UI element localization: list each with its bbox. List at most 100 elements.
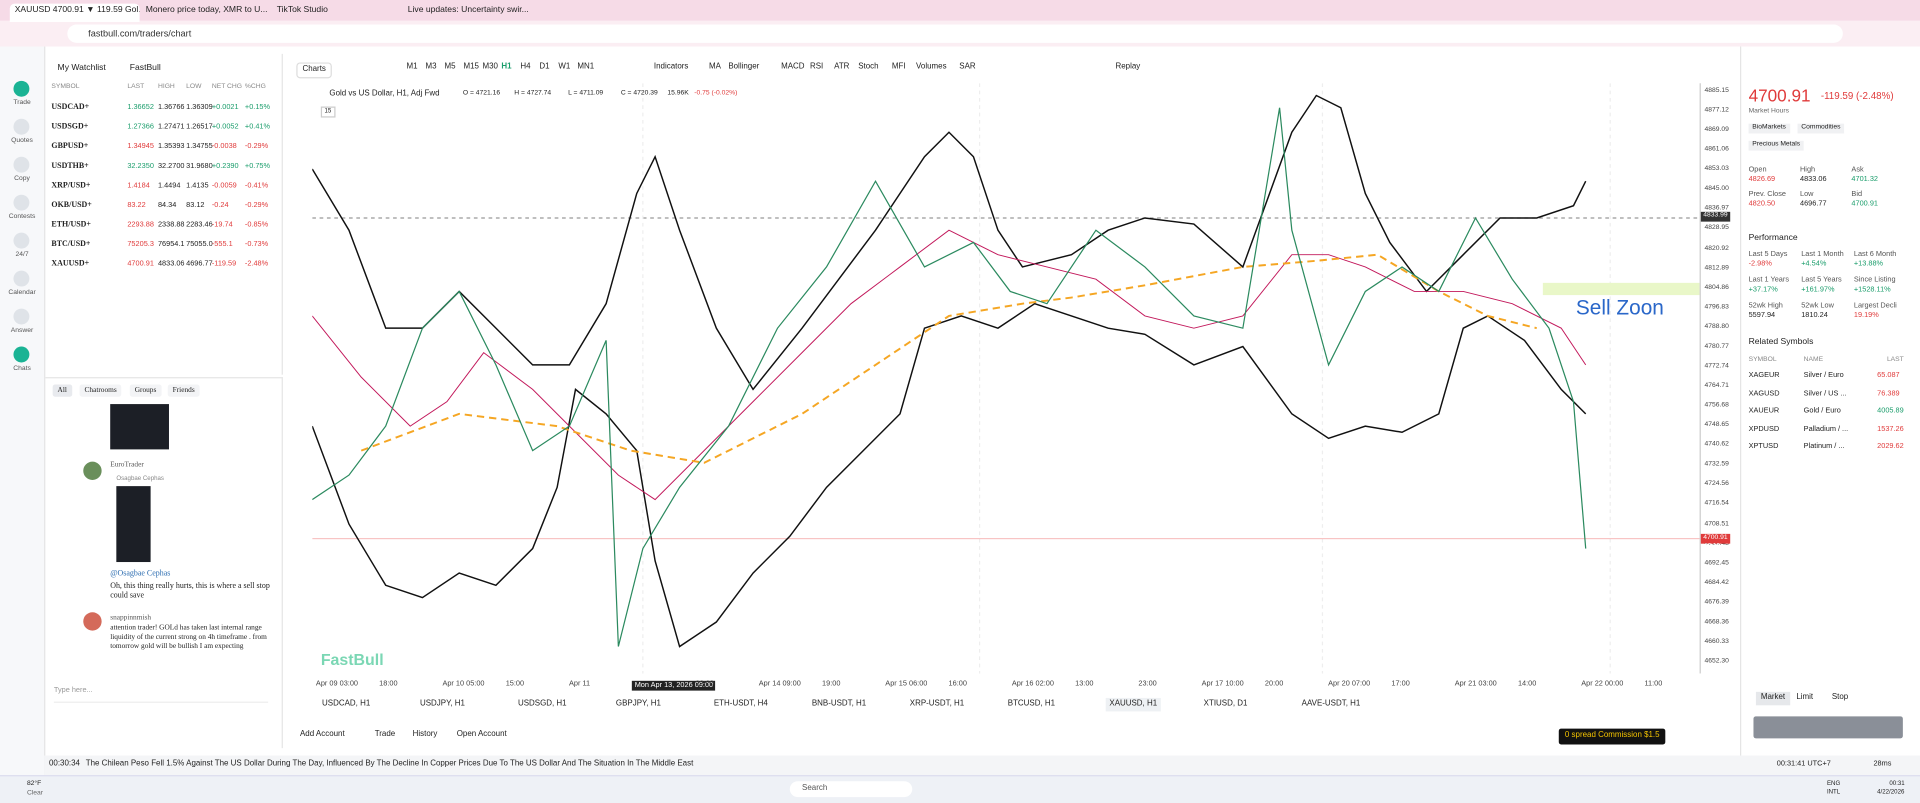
browser-tab[interactable]: TikTok Studio	[272, 4, 402, 22]
symbol[interactable]: XRP/USD+	[51, 182, 90, 190]
time-label: Apr 14 09:00	[759, 681, 801, 688]
bottom-button[interactable]: Trade	[375, 731, 396, 739]
weather-condition: Clear	[27, 791, 43, 798]
nav-label[interactable]: 24/7	[0, 252, 44, 259]
nav-label[interactable]: Calendar	[0, 290, 44, 297]
nav-icon[interactable]	[13, 81, 29, 97]
browser-tab[interactable]: XAUUSD 4700.91 ▼ 119.59 Gol...	[10, 4, 140, 22]
symbol-tab[interactable]: BTCUSD, H1	[1008, 700, 1055, 708]
charts-menu[interactable]: Charts	[296, 62, 332, 77]
chat-tab[interactable]: Groups	[130, 384, 161, 396]
chat-input[interactable]: Type here...	[54, 683, 268, 703]
symbol-tab[interactable]: USDSGD, H1	[518, 700, 567, 708]
timeframe[interactable]: M3	[426, 64, 437, 72]
indicator[interactable]: MFI	[892, 64, 906, 72]
order-tab[interactable]: Stop	[1827, 692, 1853, 705]
nav-label[interactable]: Trade	[0, 100, 44, 107]
symbol-tab[interactable]: USDCAD, H1	[322, 700, 370, 708]
tag[interactable]: BioMarkets	[1749, 124, 1790, 133]
nav-label[interactable]: Answer	[0, 328, 44, 335]
related-symbol[interactable]: XAGEUR	[1749, 372, 1780, 379]
nav-label[interactable]: Chats	[0, 366, 44, 373]
timeframe[interactable]: D1	[539, 64, 549, 72]
nav-icon[interactable]	[13, 157, 29, 173]
url: fastbull.com/traders/chart	[88, 29, 191, 38]
price-label: 4684.42	[1704, 580, 1728, 587]
nav-label[interactable]: Contests	[0, 214, 44, 221]
order-tab[interactable]: Limit	[1791, 692, 1818, 705]
nav-label[interactable]: Copy	[0, 176, 44, 183]
timeframe[interactable]: M30	[482, 64, 497, 72]
nav-icon[interactable]	[13, 233, 29, 249]
indicators-button[interactable]: Indicators	[654, 64, 689, 72]
price-label: 4708.51	[1704, 521, 1728, 528]
symbol-tab[interactable]: GBPJPY, H1	[616, 700, 661, 708]
order-tab[interactable]: Market	[1756, 692, 1790, 705]
news-headline[interactable]: The Chilean Peso Fell 1.5% Against The U…	[86, 760, 694, 768]
taskbar-search[interactable]: Search	[790, 781, 912, 796]
indicator[interactable]: Stoch	[858, 64, 878, 72]
symbol[interactable]: USDTHB+	[51, 163, 88, 171]
symbol[interactable]: OKB/USD+	[51, 202, 91, 210]
related-symbol[interactable]: XPTUSD	[1749, 443, 1779, 450]
indicator[interactable]: ATR	[834, 64, 849, 72]
timeframe[interactable]: W1	[558, 64, 570, 72]
indicator[interactable]: Volumes	[916, 64, 947, 72]
quote-cell: +0.0052	[212, 124, 239, 131]
browser-tab[interactable]: Monero price today, XMR to U...	[141, 4, 271, 22]
grid-lines	[312, 83, 1699, 673]
related-symbol[interactable]: XAGUSD	[1749, 390, 1780, 397]
symbol[interactable]: BTC/USD+	[51, 241, 90, 249]
promo-button[interactable]: 0 spread Commission $1.5	[1559, 729, 1666, 744]
performance-label: Last 5 Years	[1801, 277, 1841, 284]
chat-tab[interactable]: Chatrooms	[80, 384, 122, 396]
related-symbol[interactable]: XPDUSD	[1749, 426, 1780, 433]
timeframe[interactable]: M1	[407, 64, 418, 72]
indicator[interactable]: MA	[709, 64, 721, 72]
nav-icon[interactable]	[13, 347, 29, 363]
nav-icon[interactable]	[13, 195, 29, 211]
symbol-tab[interactable]: ETH-USDT, H4	[714, 700, 768, 708]
browser-tab[interactable]: Live updates: Uncertainty swir...	[403, 4, 533, 22]
symbol-tab[interactable]: BNB-USDT, H1	[812, 700, 866, 708]
bottom-button[interactable]: History	[413, 731, 438, 739]
timeframe[interactable]: MN1	[577, 64, 594, 72]
symbol[interactable]: XAUUSD+	[51, 261, 89, 269]
symbol[interactable]: GBPUSD+	[51, 143, 88, 151]
taskbar	[0, 775, 1920, 803]
symbol-tab[interactable]: XAUUSD, H1	[1106, 698, 1161, 711]
timeframe[interactable]: M15	[463, 64, 478, 72]
reply-quote: Osagbae Cephas	[116, 476, 164, 482]
nav-icon[interactable]	[13, 119, 29, 135]
related-symbol[interactable]: XAUEUR	[1749, 408, 1780, 415]
symbol[interactable]: USDCAD+	[51, 104, 89, 112]
symbol[interactable]: USDSGD+	[51, 124, 88, 132]
indicator[interactable]: Bollinger	[728, 64, 759, 72]
symbol-tab[interactable]: XTIUSD, D1	[1204, 700, 1248, 708]
watchlist-list[interactable]: FastBull	[130, 64, 161, 73]
indicator[interactable]: RSI	[810, 64, 823, 72]
replay-button[interactable]: Replay	[1116, 64, 1141, 72]
symbol-tab[interactable]: XRP-USDT, H1	[910, 700, 964, 708]
tag[interactable]: Precious Metals	[1749, 141, 1804, 150]
timeframe[interactable]: H1	[501, 64, 511, 72]
nav-icon[interactable]	[13, 309, 29, 325]
bottom-button[interactable]: Add Account	[300, 731, 345, 739]
timeframe[interactable]: M5	[444, 64, 455, 72]
nav-label[interactable]: Quotes	[0, 138, 44, 145]
watchlist-title[interactable]: My Watchlist	[58, 64, 106, 73]
trend-ma	[361, 255, 1537, 463]
tag[interactable]: Commodities	[1798, 124, 1845, 133]
symbol-tab[interactable]: AAVE-USDT, H1	[1302, 700, 1361, 708]
indicator[interactable]: SAR	[959, 64, 975, 72]
chat-tab[interactable]: All	[53, 384, 72, 396]
nav-icon[interactable]	[13, 271, 29, 287]
chat-tab[interactable]: Friends	[168, 384, 200, 396]
url-field[interactable]	[67, 24, 1843, 42]
time-label: 23:00	[1138, 681, 1156, 688]
symbol[interactable]: ETH/USD+	[51, 222, 90, 230]
symbol-tab[interactable]: USDJPY, H1	[420, 700, 465, 708]
indicator[interactable]: MACD	[781, 64, 804, 72]
timeframe[interactable]: H4	[520, 64, 530, 72]
bottom-button[interactable]: Open Account	[457, 731, 507, 739]
